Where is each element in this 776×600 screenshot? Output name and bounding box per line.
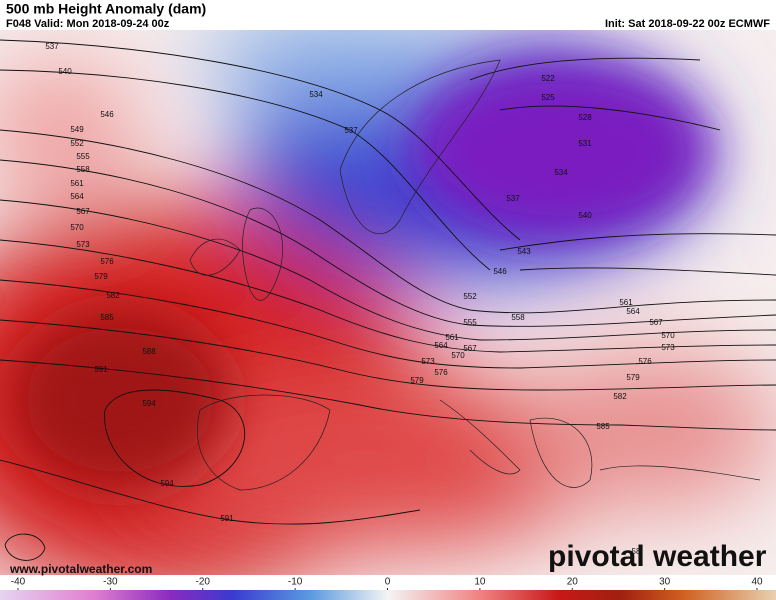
contour-label: 564 bbox=[434, 341, 448, 350]
contour-label: 576 bbox=[638, 357, 652, 366]
contour-label: 564 bbox=[70, 192, 84, 201]
colorbar-tick-label: -40 bbox=[11, 577, 26, 588]
website: www.pivotalweather.com bbox=[9, 562, 152, 576]
contour-label: 525 bbox=[541, 93, 555, 102]
colorbar-tick-label: -20 bbox=[196, 577, 211, 588]
contour-label: 585 bbox=[100, 313, 114, 322]
contour-label: 594 bbox=[160, 479, 174, 488]
colorbar-ticks: -40 -30 -20 -10 0 10 20 30 40 bbox=[11, 577, 763, 590]
contour-label: 579 bbox=[410, 376, 424, 385]
colorbar-tick-label: 10 bbox=[474, 577, 486, 588]
contour-label: 579 bbox=[626, 373, 640, 382]
contour-label: 537 bbox=[344, 126, 358, 135]
contour-label: 528 bbox=[578, 113, 592, 122]
contour-label: 573 bbox=[661, 343, 675, 352]
contour-label: 591 bbox=[94, 365, 108, 374]
contour-label: 549 bbox=[70, 125, 84, 134]
colorbar-tick-label: 40 bbox=[751, 577, 763, 588]
init-time: Init: Sat 2018-09-22 00z ECMWF bbox=[605, 18, 770, 30]
contour-label: 591 bbox=[220, 514, 234, 523]
contour-label: 546 bbox=[100, 110, 114, 119]
contour-label: 570 bbox=[661, 331, 675, 340]
contour-label: 573 bbox=[421, 357, 435, 366]
logo: pivotal weather bbox=[548, 540, 767, 573]
contour-label: 567 bbox=[76, 207, 90, 216]
contour-label: 594 bbox=[142, 399, 156, 408]
contour-label: 588 bbox=[142, 347, 156, 356]
colorbar-tick-label: -10 bbox=[288, 577, 303, 588]
contour-label: 573 bbox=[76, 240, 90, 249]
contour-label: 540 bbox=[58, 67, 72, 76]
contour-label: 567 bbox=[463, 344, 477, 353]
contour-label: 534 bbox=[554, 168, 568, 177]
contour-label: 537 bbox=[45, 42, 59, 51]
contour-label: 582 bbox=[613, 392, 627, 401]
contour-label: 552 bbox=[70, 139, 84, 148]
contour-label: 552 bbox=[463, 292, 477, 301]
contour-label: 537 bbox=[506, 194, 520, 203]
contour-label: 534 bbox=[309, 90, 323, 99]
contour-label: 570 bbox=[451, 351, 465, 360]
contour-label: 561 bbox=[619, 298, 633, 307]
coastlines bbox=[189, 59, 761, 491]
contour-label: 555 bbox=[463, 318, 477, 327]
contour-label: 576 bbox=[434, 368, 448, 377]
contour-label: 567 bbox=[649, 318, 663, 327]
contour-label: 58 bbox=[632, 547, 641, 556]
colorbar-tick-label: 30 bbox=[659, 577, 671, 588]
contour-label: 555 bbox=[76, 152, 90, 161]
contour-label: 579 bbox=[94, 272, 108, 281]
contour-label: 558 bbox=[511, 313, 525, 322]
contour-label: 531 bbox=[578, 139, 592, 148]
contour-label: 576 bbox=[100, 257, 114, 266]
contours bbox=[0, 39, 776, 561]
colorbar-tick-label: -30 bbox=[103, 577, 118, 588]
contour-label: 561 bbox=[70, 179, 84, 188]
colorbar bbox=[0, 590, 776, 600]
contour-label: 546 bbox=[493, 267, 507, 276]
valid-time: F048 Valid: Mon 2018-09-24 00z bbox=[6, 18, 170, 30]
contour-label: 564 bbox=[626, 307, 640, 316]
contour-label: 543 bbox=[517, 247, 531, 256]
contour-label: 570 bbox=[70, 223, 84, 232]
contour-label: 522 bbox=[541, 74, 555, 83]
contour-labels: 5375405345465375495525555585615645675705… bbox=[45, 42, 675, 556]
colorbar-tick-label: 20 bbox=[567, 577, 579, 588]
colorbar-tick-label: 0 bbox=[385, 577, 391, 588]
title: 500 mb Height Anomaly (dam) bbox=[6, 1, 206, 17]
map bbox=[0, 30, 776, 575]
contour-label: 561 bbox=[445, 333, 459, 342]
contour-label: 540 bbox=[578, 211, 592, 220]
contour-label: 558 bbox=[76, 165, 90, 174]
contour-label: 582 bbox=[106, 291, 120, 300]
contour-label: 585 bbox=[596, 422, 610, 431]
